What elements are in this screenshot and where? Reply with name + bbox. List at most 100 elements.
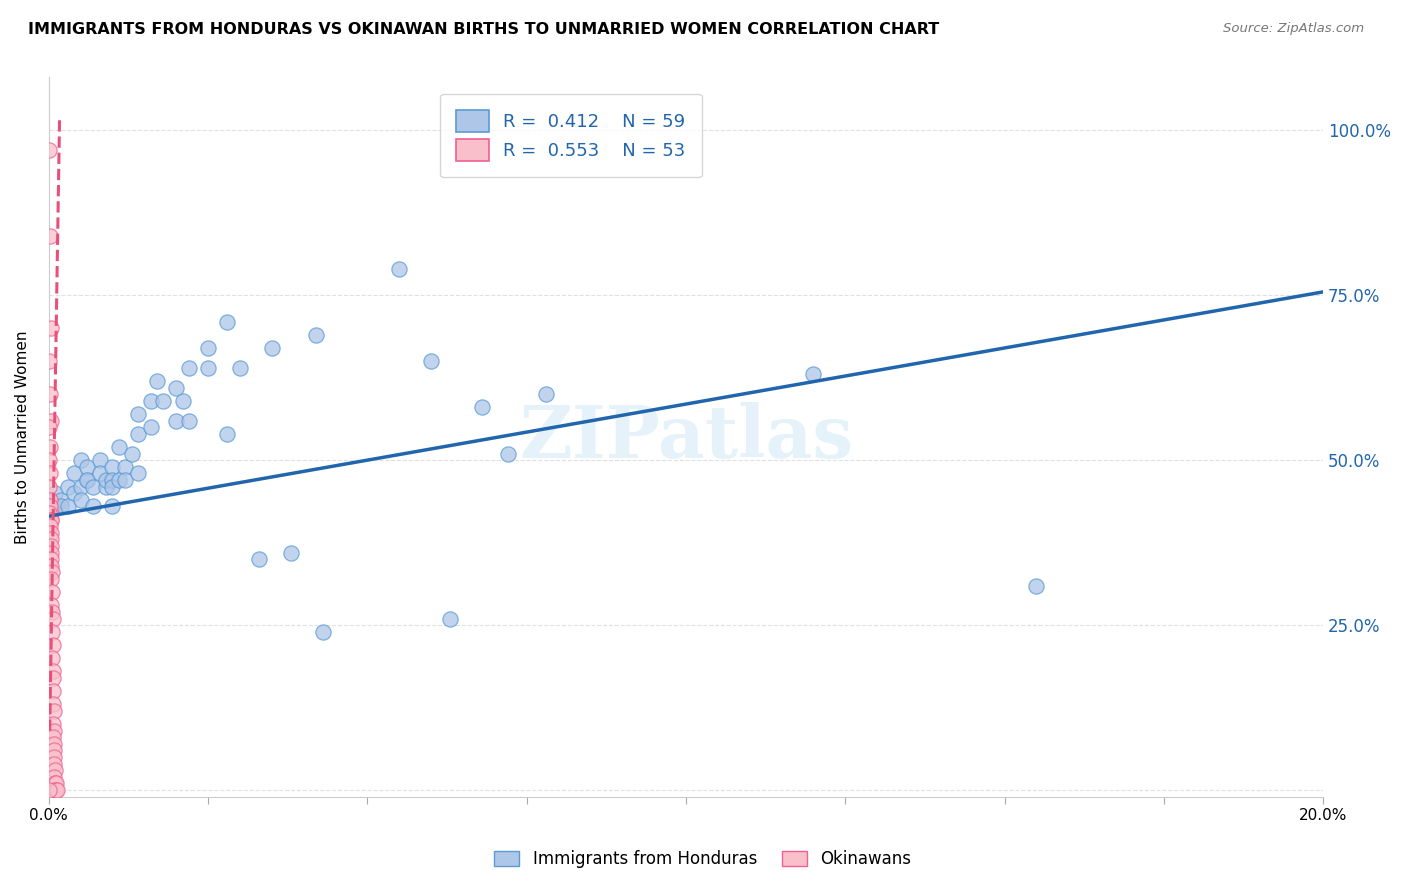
Point xyxy=(229,360,252,375)
Point xyxy=(76,473,98,487)
Point xyxy=(41,624,63,639)
Point xyxy=(44,783,66,797)
Point xyxy=(39,599,62,613)
Point xyxy=(41,611,63,625)
Point xyxy=(39,525,62,540)
Text: IMMIGRANTS FROM HONDURAS VS OKINAWAN BIRTHS TO UNMARRIED WOMEN CORRELATION CHART: IMMIGRANTS FROM HONDURAS VS OKINAWAN BIR… xyxy=(28,22,939,37)
Point xyxy=(44,756,66,771)
Point xyxy=(39,506,62,520)
Point xyxy=(39,440,62,454)
Point xyxy=(39,500,62,514)
Point xyxy=(42,704,65,718)
Point xyxy=(39,512,62,526)
Point xyxy=(42,737,65,751)
Point xyxy=(197,341,219,355)
Point xyxy=(39,552,62,566)
Point xyxy=(121,446,143,460)
Point xyxy=(38,354,60,368)
Point xyxy=(177,413,200,427)
Point xyxy=(69,492,91,507)
Point xyxy=(41,585,63,599)
Point xyxy=(39,558,62,573)
Point xyxy=(39,545,62,559)
Point xyxy=(127,467,149,481)
Text: ZIPatlas: ZIPatlas xyxy=(519,401,853,473)
Point xyxy=(41,684,63,698)
Point xyxy=(420,354,443,368)
Point xyxy=(534,387,557,401)
Point xyxy=(39,492,62,507)
Point xyxy=(101,479,124,493)
Point xyxy=(56,479,79,493)
Point xyxy=(56,500,79,514)
Point xyxy=(42,723,65,738)
Point xyxy=(38,479,60,493)
Point xyxy=(39,539,62,553)
Point xyxy=(41,665,63,679)
Point xyxy=(82,479,104,493)
Point xyxy=(41,566,63,580)
Point xyxy=(69,479,91,493)
Point xyxy=(803,368,825,382)
Point xyxy=(42,698,65,712)
Point xyxy=(39,572,62,586)
Point xyxy=(108,473,131,487)
Point xyxy=(39,228,62,243)
Point xyxy=(101,500,124,514)
Point xyxy=(165,380,187,394)
Point xyxy=(247,552,270,566)
Point xyxy=(101,473,124,487)
Point xyxy=(38,506,60,520)
Point xyxy=(63,467,86,481)
Point xyxy=(89,453,111,467)
Point xyxy=(39,467,62,481)
Point xyxy=(305,327,328,342)
Point xyxy=(44,500,66,514)
Point xyxy=(108,440,131,454)
Point xyxy=(51,492,73,507)
Point xyxy=(165,413,187,427)
Point xyxy=(439,611,461,625)
Point xyxy=(260,341,283,355)
Point xyxy=(42,750,65,764)
Point xyxy=(39,533,62,547)
Point xyxy=(139,420,162,434)
Point xyxy=(172,393,194,408)
Point xyxy=(101,459,124,474)
Point xyxy=(114,473,136,487)
Point xyxy=(127,407,149,421)
Point xyxy=(46,783,69,797)
Point xyxy=(89,467,111,481)
Point xyxy=(42,731,65,745)
Point xyxy=(41,638,63,652)
Point xyxy=(39,413,62,427)
Point xyxy=(41,605,63,619)
Point xyxy=(388,261,411,276)
Point xyxy=(38,783,60,797)
Point xyxy=(44,764,66,778)
Point xyxy=(39,321,62,335)
Point xyxy=(312,624,335,639)
Legend: Immigrants from Honduras, Okinawans: Immigrants from Honduras, Okinawans xyxy=(488,844,918,875)
Point xyxy=(45,783,67,797)
Point xyxy=(44,486,66,500)
Point xyxy=(94,479,117,493)
Point xyxy=(177,360,200,375)
Point xyxy=(38,420,60,434)
Point xyxy=(39,519,62,533)
Point xyxy=(39,387,62,401)
Point xyxy=(41,651,63,665)
Point xyxy=(280,545,302,559)
Point xyxy=(45,776,67,790)
Point xyxy=(197,360,219,375)
Point xyxy=(51,500,73,514)
Point xyxy=(38,453,60,467)
Point xyxy=(217,426,239,441)
Point xyxy=(82,500,104,514)
Point xyxy=(496,446,519,460)
Point xyxy=(76,473,98,487)
Point xyxy=(146,374,169,388)
Legend: R =  0.412    N = 59, R =  0.553    N = 53: R = 0.412 N = 59, R = 0.553 N = 53 xyxy=(440,94,702,178)
Point xyxy=(42,717,65,731)
Y-axis label: Births to Unmarried Women: Births to Unmarried Women xyxy=(15,330,30,544)
